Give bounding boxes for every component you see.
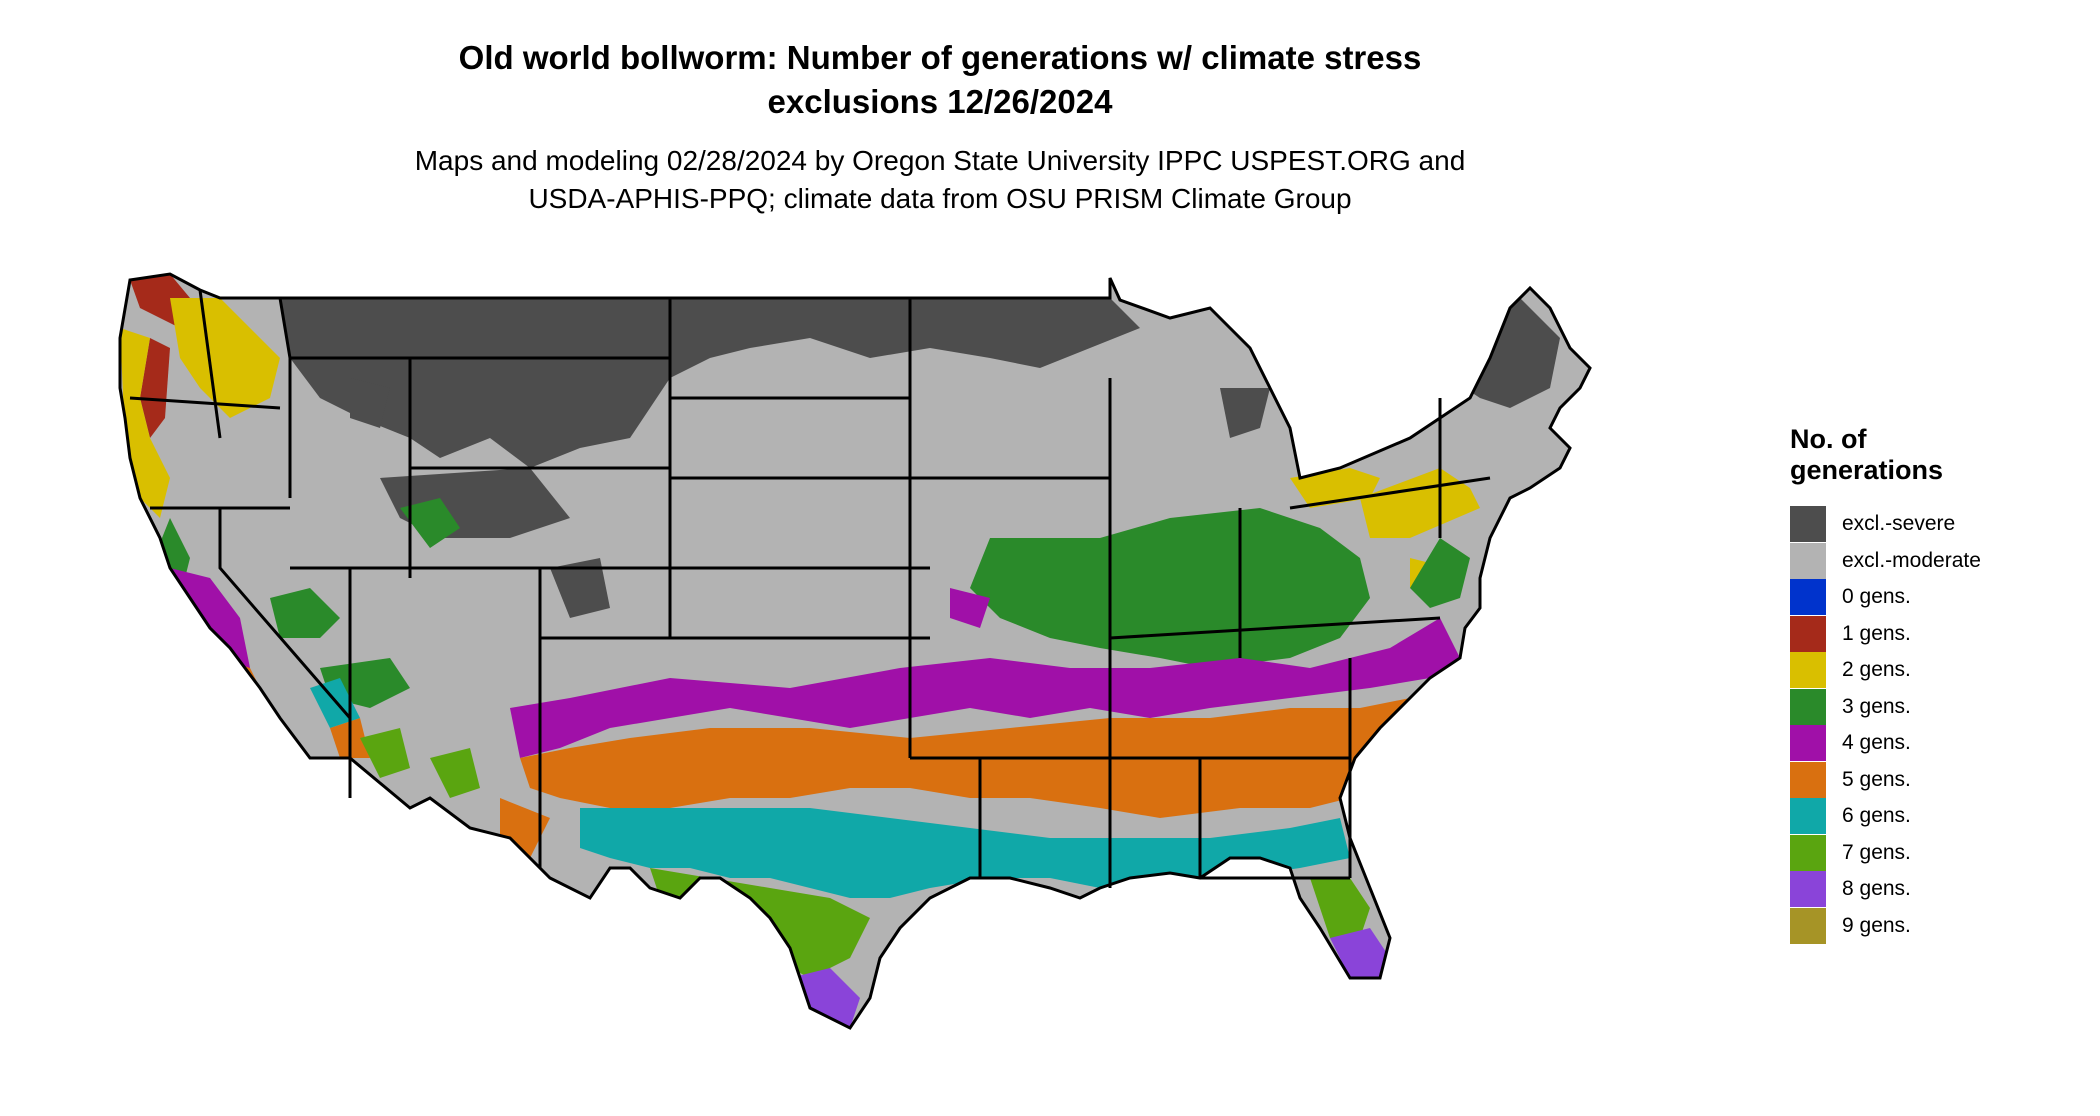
legend-label: 0 gens. (1842, 585, 1911, 609)
legend-item: 9 gens. (1790, 907, 2080, 945)
state-boundaries (118, 272, 1592, 1030)
legend-label: 1 gens. (1842, 621, 1911, 645)
id-border (220, 296, 292, 498)
legend-item: 4 gens. (1790, 725, 2080, 762)
ca-nv-border (218, 508, 352, 719)
legend-label: 2 gens. (1842, 658, 1911, 682)
legend-swatch (1790, 506, 1826, 543)
legend-label: 8 gens. (1842, 877, 1911, 901)
legend-item: 5 gens. (1790, 761, 2080, 799)
legend-label: 6 gens. (1842, 804, 1911, 828)
us-map (110, 238, 1700, 1108)
subtitle-line-1: Maps and modeling 02/28/2024 by Oregon S… (414, 145, 1466, 176)
legend-swatch (1790, 834, 1826, 871)
subtitle-line-2: USDA-APHIS-PPQ; climate data from OSU PR… (528, 183, 1352, 214)
legend-item: 2 gens. (1790, 652, 2080, 689)
legend-item: 8 gens. (1790, 871, 2080, 908)
legend-item: excl.-moderate (1790, 542, 2080, 580)
legend-swatch (1790, 542, 1826, 579)
title-line-1: Old world bollworm: Number of generation… (458, 39, 1422, 76)
or-northern-border (129, 396, 281, 410)
legend-label: 7 gens. (1842, 840, 1911, 864)
map-title-block: Old world bollworm: Number of generation… (300, 36, 1580, 218)
map-title: Old world bollworm: Number of generation… (300, 36, 1580, 124)
legend-swatch (1790, 761, 1826, 798)
ny-pa-border (1289, 476, 1491, 510)
legend-swatch (1790, 579, 1826, 616)
legend-title: No. of generations (1790, 424, 2080, 486)
us-map-svg (118, 272, 1592, 1030)
legend-item: excl.-severe (1790, 506, 2080, 543)
map-subtitle: Maps and modeling 02/28/2024 by Oregon S… (300, 142, 1580, 218)
legend-label: 9 gens. (1842, 913, 1911, 937)
legend-label: 4 gens. (1842, 731, 1911, 755)
legend-swatch (1790, 871, 1826, 908)
legend-swatch (1790, 907, 1826, 944)
legend-title-line-2: generations (1790, 455, 1944, 485)
legend-label: excl.-moderate (1842, 548, 1981, 572)
legend-swatch (1790, 725, 1826, 762)
legend-item: 7 gens. (1790, 834, 2080, 872)
legend-swatch (1790, 615, 1826, 652)
legend-items: excl.-severe excl.-moderate 0 gens. 1 gens.… (1790, 506, 2080, 944)
legend-swatch (1790, 688, 1826, 725)
legend-swatch (1790, 798, 1826, 835)
legend-swatch (1790, 652, 1826, 689)
legend-item: 0 gens. (1790, 579, 2080, 616)
legend-label: 5 gens. (1842, 767, 1911, 791)
legend-label: 3 gens. (1842, 694, 1911, 718)
legend-item: 1 gens. (1790, 615, 2080, 653)
legend-item: 6 gens. (1790, 798, 2080, 835)
legend: No. of generations excl.-severe excl.-mod… (1790, 424, 2080, 944)
wa-or-border (198, 289, 222, 439)
legend-item: 3 gens. (1790, 688, 2080, 726)
title-line-2: exclusions 12/26/2024 (767, 83, 1113, 120)
oh-ky-border (1109, 616, 1441, 640)
legend-title-line-1: No. of (1790, 424, 1867, 454)
legend-label: excl.-severe (1842, 512, 1956, 536)
